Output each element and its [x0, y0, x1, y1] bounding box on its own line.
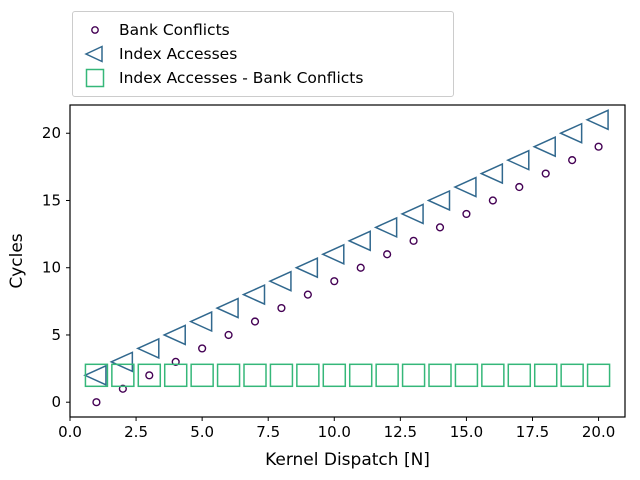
open-circle-icon	[224, 330, 233, 340]
open-triangle-left-icon	[532, 136, 556, 158]
open-triangle-left-icon	[400, 203, 424, 225]
open-circle-icon	[92, 398, 101, 407]
open-square-icon	[243, 363, 267, 388]
x-tick-label: 7.5	[256, 423, 280, 441]
x-tick-label: 17.5	[516, 423, 549, 441]
open-triangle-left-icon	[585, 109, 609, 131]
x-tick-label: 20.0	[582, 423, 615, 441]
open-circle-icon	[356, 263, 365, 272]
open-square-icon	[190, 363, 214, 388]
open-triangle-left-icon	[188, 310, 213, 333]
x-tick-label: 2.5	[124, 423, 148, 441]
legend-label: Index Accesses - Bank Conflicts	[119, 69, 364, 87]
open-circle-icon	[541, 169, 550, 178]
open-circle-icon	[383, 250, 392, 259]
open-circle-icon	[250, 317, 260, 326]
open-triangle-left-icon	[83, 364, 107, 386]
open-circle-icon	[515, 182, 524, 192]
open-circle-icon	[330, 277, 339, 286]
open-circle-icon	[277, 303, 286, 313]
open-triangle-left-icon	[347, 230, 371, 252]
open-circle-icon	[171, 357, 180, 366]
open-square-icon	[560, 363, 584, 388]
open-square-icon	[137, 363, 162, 388]
open-square-icon	[348, 363, 373, 388]
y-tick-label: 5	[51, 326, 61, 344]
open-circle-icon	[435, 223, 445, 232]
open-circle-icon	[462, 209, 471, 219]
series-square	[84, 363, 611, 388]
open-triangle-left-icon	[241, 283, 266, 306]
open-square-icon	[216, 363, 241, 388]
open-triangle-left-icon	[426, 189, 451, 212]
legend-item: Bank Conflicts	[81, 18, 443, 42]
open-triangle-left-icon	[505, 149, 530, 171]
open-square-icon	[507, 363, 532, 388]
x-tick-label: 12.5	[384, 423, 417, 441]
data-markers	[83, 109, 611, 407]
open-circle-icon	[145, 371, 154, 380]
open-circle-icon	[118, 384, 127, 393]
legend-item: Index Accesses - Bank Conflicts	[81, 66, 443, 90]
y-tick-label: 15	[42, 191, 61, 209]
open-circle-icon	[91, 26, 99, 34]
legend-item: Index Accesses	[81, 42, 443, 66]
open-square-icon	[84, 363, 109, 388]
y-tick-label: 20	[42, 124, 61, 142]
open-square-icon	[428, 363, 452, 388]
legend-label: Index Accesses	[119, 45, 238, 63]
open-circle-icon	[409, 236, 418, 245]
y-axis-label: Cycles	[7, 233, 27, 288]
open-square-icon	[322, 363, 347, 388]
legend-label: Bank Conflicts	[119, 21, 230, 39]
axis-ticks: 0.0 2.5 5.0 7.5 10.0 12.5 15.0 17.5 20.0 0 5 10 15 20	[42, 124, 615, 441]
open-triangle-left-icon	[558, 122, 583, 144]
open-triangle-left-icon	[162, 324, 186, 346]
open-circle-icon	[198, 344, 207, 353]
x-tick-label: 15.0	[450, 423, 483, 441]
x-tick-label: 0.0	[58, 423, 82, 441]
open-triangle-left-icon	[373, 216, 398, 239]
open-circle-icon	[303, 290, 312, 299]
open-circle-icon	[91, 26, 99, 34]
open-circle-icon	[594, 142, 603, 151]
open-square-icon	[296, 363, 320, 388]
x-tick-label: 5.0	[190, 423, 214, 441]
plot-area	[69, 104, 626, 418]
x-tick-label: 10.0	[318, 423, 351, 441]
open-square-icon	[85, 68, 105, 88]
open-square-icon	[401, 363, 426, 388]
open-triangle-left-icon	[135, 337, 160, 360]
open-square-icon	[481, 363, 505, 388]
plot-border	[69, 104, 626, 418]
open-square-icon	[85, 68, 105, 88]
x-axis-label: Kernel Dispatch [N]	[265, 450, 430, 470]
series-circle	[92, 142, 603, 407]
open-triangle-left-icon	[109, 351, 134, 373]
open-square-icon	[586, 363, 611, 388]
open-triangle-left-icon	[294, 257, 319, 279]
open-triangle-left-icon	[84, 45, 103, 63]
open-circle-icon	[488, 196, 497, 205]
open-square-icon	[111, 363, 135, 388]
open-triangle-left-icon	[320, 243, 345, 265]
y-tick-label: 10	[42, 259, 61, 277]
open-square-icon	[269, 363, 294, 388]
open-square-icon	[454, 363, 479, 388]
legend: Bank Conflicts Index Accesses Index Access…	[72, 11, 454, 97]
open-triangle-left-icon	[479, 162, 504, 185]
open-square-icon	[375, 363, 399, 388]
open-square-icon	[533, 363, 558, 388]
open-triangle-left-icon	[84, 45, 103, 63]
open-triangle-left-icon	[453, 176, 477, 198]
series-triangle-left	[83, 109, 609, 386]
y-tick-label: 0	[51, 393, 61, 411]
open-triangle-left-icon	[268, 270, 292, 292]
open-circle-icon	[568, 156, 577, 165]
open-square-icon	[163, 363, 188, 388]
open-triangle-left-icon	[215, 297, 239, 319]
